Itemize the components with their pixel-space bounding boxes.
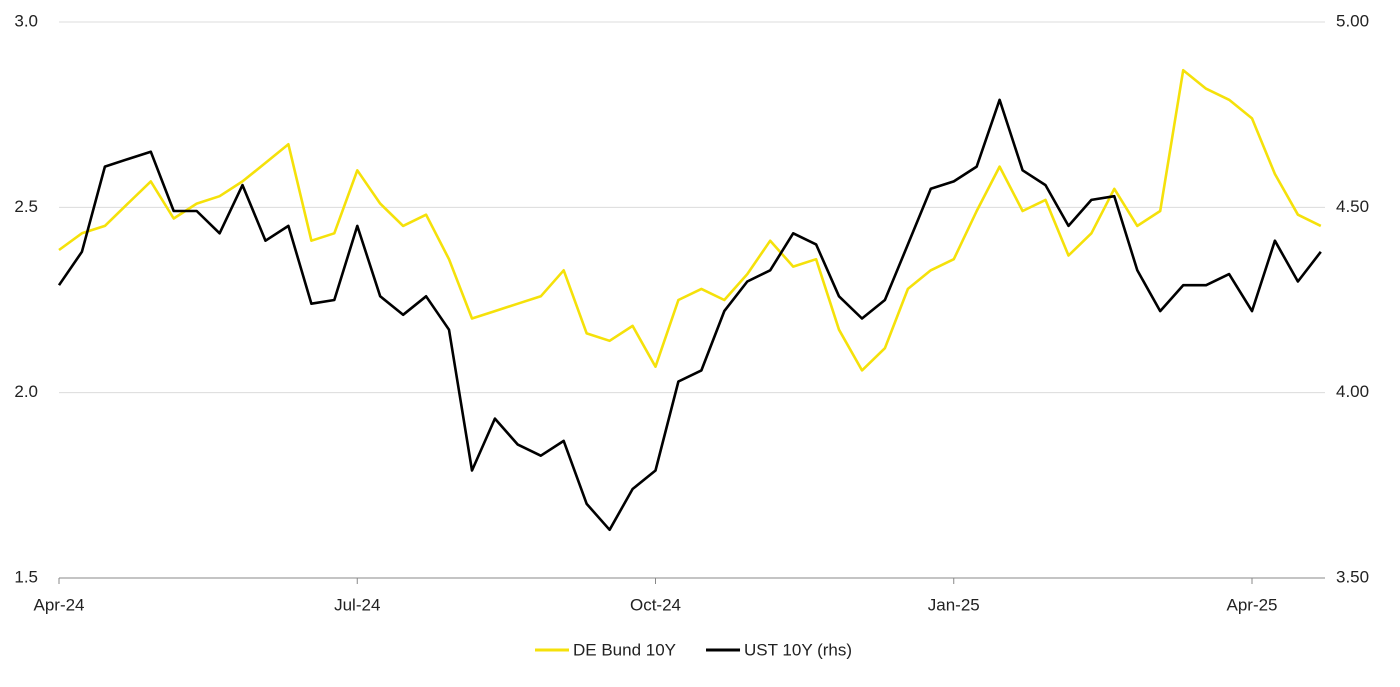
legend-label: UST 10Y (rhs) [744, 640, 852, 659]
y-tick-label: 3.0 [14, 11, 38, 30]
y2-tick-label: 5.00 [1336, 11, 1369, 30]
y-tick-label: 1.5 [14, 567, 38, 586]
x-tick-label: Oct-24 [630, 595, 681, 614]
legend-label: DE Bund 10Y [573, 640, 676, 659]
line-series [57, 98, 1322, 532]
y-tick-label: 2.5 [14, 197, 38, 216]
x-tick-label: Apr-25 [1226, 595, 1277, 614]
y-tick-label: 2.0 [14, 382, 38, 401]
y2-tick-label: 4.50 [1336, 197, 1369, 216]
y2-tick-label: 3.50 [1336, 567, 1369, 586]
y2-tick-label: 4.00 [1336, 382, 1369, 401]
x-tick-label: Jan-25 [928, 595, 980, 614]
x-tick-label: Apr-24 [33, 595, 84, 614]
line-series [58, 68, 1322, 372]
x-tick-label: Jul-24 [334, 595, 380, 614]
